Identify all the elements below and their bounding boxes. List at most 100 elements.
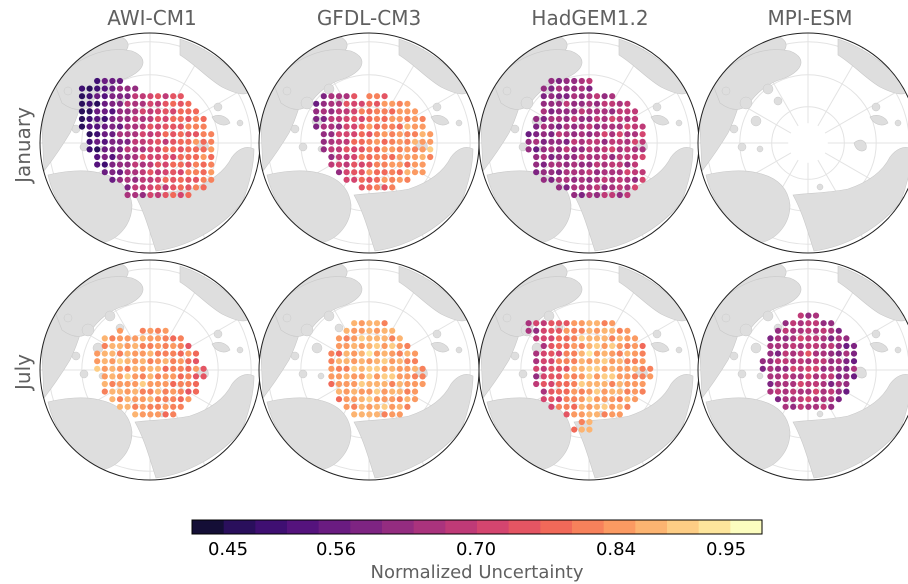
data-point [820, 327, 827, 334]
colorbar-segment [192, 520, 225, 534]
data-point [609, 335, 616, 342]
data-point [586, 380, 593, 388]
data-point [162, 335, 169, 342]
data-point [593, 373, 601, 380]
data-point [812, 373, 820, 380]
data-point [94, 138, 101, 145]
data-point [548, 85, 555, 92]
data-point [548, 320, 555, 327]
data-point [548, 93, 555, 100]
island [282, 86, 292, 96]
data-point [170, 365, 177, 372]
data-point [578, 138, 585, 145]
data-point [609, 131, 616, 138]
data-point [381, 327, 388, 334]
data-point [192, 123, 200, 130]
data-point [185, 169, 192, 176]
data-point [812, 312, 820, 319]
data-point [586, 403, 593, 410]
data-point [586, 411, 593, 418]
colorbar-segment [350, 520, 383, 534]
colorbar-segment [698, 520, 731, 534]
data-point [639, 380, 646, 388]
data-point [571, 342, 578, 350]
data-point [571, 335, 578, 342]
data-point [381, 335, 388, 342]
data-point [109, 335, 116, 342]
data-point [366, 176, 373, 183]
data-point [124, 146, 131, 153]
data-point [411, 350, 419, 357]
data-point [616, 161, 623, 168]
data-point [571, 388, 578, 395]
data-point [351, 380, 358, 388]
data-point [109, 396, 116, 403]
data-point [132, 365, 139, 372]
data-point [767, 358, 774, 365]
island [543, 310, 555, 322]
data-point [586, 327, 593, 334]
data-point [192, 115, 200, 123]
island [652, 329, 662, 339]
data-point [389, 365, 396, 372]
data-point [555, 342, 563, 350]
data-point [86, 85, 93, 92]
data-point [170, 108, 177, 115]
data-point [154, 138, 162, 145]
data-point [578, 365, 585, 372]
data-point [147, 342, 154, 350]
data-point [419, 169, 426, 176]
island [323, 83, 335, 95]
data-point [555, 184, 563, 191]
data-point [812, 342, 820, 350]
data-point [86, 131, 93, 138]
data-point [540, 335, 547, 342]
data-point [540, 380, 547, 388]
data-point [593, 123, 601, 130]
data-point [358, 169, 365, 176]
data-point [525, 138, 532, 145]
data-point [132, 100, 139, 107]
data-point [820, 396, 827, 403]
data-point [820, 403, 827, 410]
data-point [828, 335, 835, 342]
data-point [170, 153, 177, 161]
data-point [540, 115, 547, 123]
data-point [578, 358, 585, 365]
data-point [571, 77, 578, 85]
data-point [177, 350, 184, 357]
data-point [396, 161, 403, 168]
data-point [177, 342, 184, 350]
data-point [328, 138, 335, 145]
column-title-gfdl-cm3: GFDL-CM3 [317, 6, 421, 30]
data-point [335, 365, 343, 372]
data-point [774, 358, 782, 365]
data-point [782, 335, 789, 342]
data-point [328, 153, 335, 161]
data-point [563, 184, 570, 191]
island [729, 351, 739, 361]
data-point [170, 169, 177, 176]
landmass [179, 38, 251, 95]
data-point [616, 327, 623, 334]
data-point [571, 138, 578, 145]
data-point [601, 153, 608, 161]
data-point [548, 138, 555, 145]
data-point [525, 146, 532, 153]
data-point [609, 184, 616, 191]
data-point [116, 100, 124, 107]
data-point [154, 123, 162, 130]
data-point [343, 396, 350, 403]
data-point [358, 380, 365, 388]
data-point [124, 380, 131, 388]
data-point [563, 365, 570, 372]
data-point [639, 169, 646, 176]
landmass [650, 342, 670, 353]
data-point [109, 169, 116, 176]
data-point [820, 358, 827, 365]
data-point [548, 358, 555, 365]
data-point [328, 93, 335, 100]
data-point [381, 365, 388, 372]
colorbar: 0.45 0.56 0.70 0.84 0.95 Normalized Unce… [191, 519, 763, 583]
data-point [335, 342, 343, 350]
